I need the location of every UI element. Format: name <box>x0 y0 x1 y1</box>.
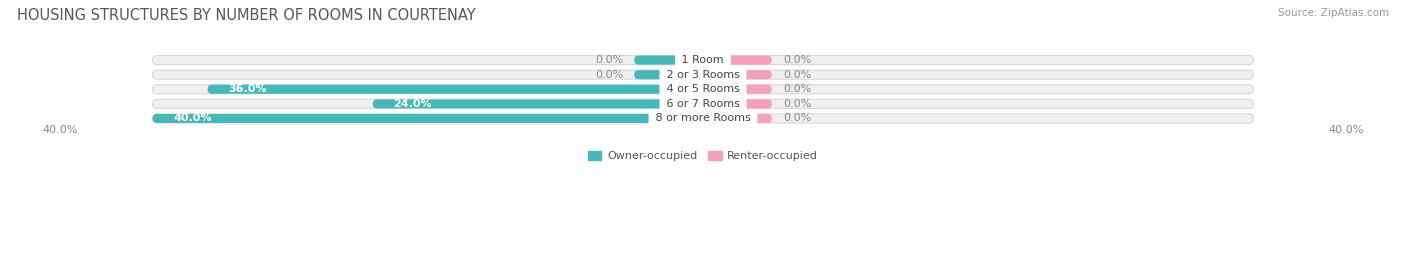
FancyBboxPatch shape <box>703 70 772 79</box>
Text: 0.0%: 0.0% <box>783 99 811 109</box>
Text: 0.0%: 0.0% <box>783 84 811 94</box>
Text: Source: ZipAtlas.com: Source: ZipAtlas.com <box>1278 8 1389 18</box>
FancyBboxPatch shape <box>153 70 1253 79</box>
FancyBboxPatch shape <box>208 85 703 94</box>
Text: 40.0%: 40.0% <box>1329 125 1364 135</box>
FancyBboxPatch shape <box>703 114 772 123</box>
Text: 24.0%: 24.0% <box>394 99 432 109</box>
FancyBboxPatch shape <box>703 56 772 65</box>
Text: 8 or more Rooms: 8 or more Rooms <box>652 113 754 123</box>
Text: HOUSING STRUCTURES BY NUMBER OF ROOMS IN COURTENAY: HOUSING STRUCTURES BY NUMBER OF ROOMS IN… <box>17 8 475 23</box>
Text: 0.0%: 0.0% <box>595 55 623 65</box>
Text: 2 or 3 Rooms: 2 or 3 Rooms <box>662 70 744 80</box>
FancyBboxPatch shape <box>153 114 1253 123</box>
FancyBboxPatch shape <box>153 114 703 123</box>
FancyBboxPatch shape <box>634 70 703 79</box>
FancyBboxPatch shape <box>703 99 772 108</box>
Text: 1 Room: 1 Room <box>679 55 727 65</box>
FancyBboxPatch shape <box>703 85 772 94</box>
Text: 40.0%: 40.0% <box>42 125 77 135</box>
Text: 0.0%: 0.0% <box>783 113 811 123</box>
FancyBboxPatch shape <box>153 99 1253 108</box>
FancyBboxPatch shape <box>373 99 703 108</box>
FancyBboxPatch shape <box>634 56 703 65</box>
Text: 40.0%: 40.0% <box>173 113 212 123</box>
FancyBboxPatch shape <box>153 85 1253 94</box>
FancyBboxPatch shape <box>153 56 1253 65</box>
Text: 0.0%: 0.0% <box>783 55 811 65</box>
Text: 6 or 7 Rooms: 6 or 7 Rooms <box>662 99 744 109</box>
Text: 36.0%: 36.0% <box>228 84 267 94</box>
Text: 4 or 5 Rooms: 4 or 5 Rooms <box>662 84 744 94</box>
Legend: Owner-occupied, Renter-occupied: Owner-occupied, Renter-occupied <box>583 147 823 166</box>
Text: 0.0%: 0.0% <box>783 70 811 80</box>
Text: 0.0%: 0.0% <box>595 70 623 80</box>
